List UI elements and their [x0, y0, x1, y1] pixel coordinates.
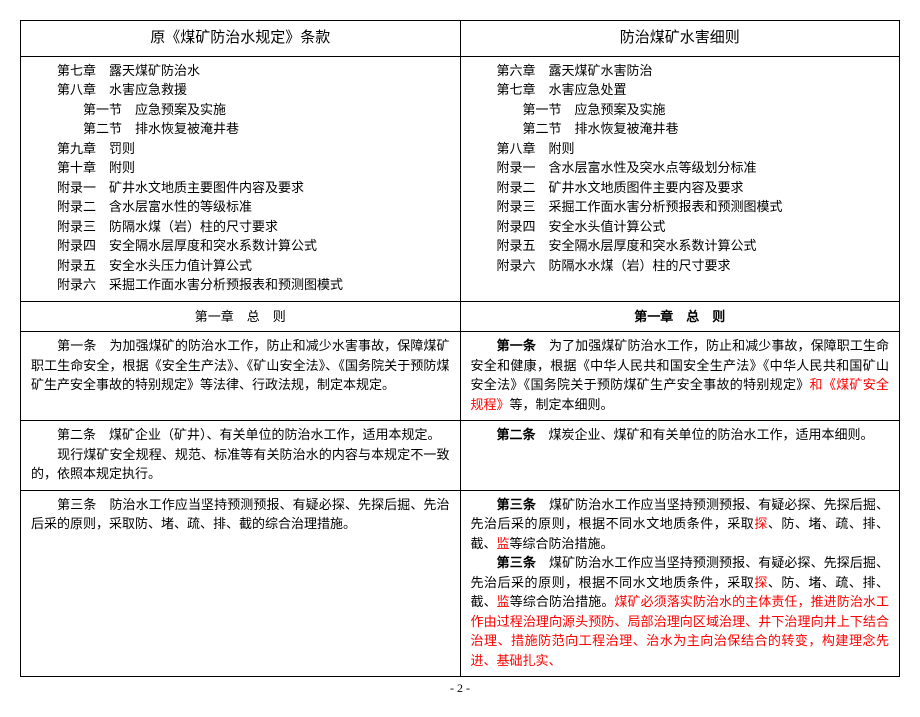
row2-left: 第二条 煤矿企业（矿井）、有关单位的防治水工作，适用本规定。 现行煤矿安全规程、… — [21, 421, 461, 491]
page-number: - 2 - — [20, 677, 900, 697]
text-run: 煤炭企业、煤矿和有关单位的防治水工作，适用本细则。 — [536, 427, 874, 442]
paragraph: 第一条 为加强煤矿的防治水工作，防止和减少水害事故，保障煤矿职工生命安全，根据《… — [31, 336, 450, 395]
toc-line: 第七章 水害应急处置 — [471, 80, 890, 100]
comparison-table: 原《煤矿防治水规定》条款 防治煤矿水害细则 第七章 露天煤矿防治水第八章 水害应… — [20, 20, 900, 677]
paragraph: 第一条 为了加强煤矿防治水工作，防止和减少事故，保障职工生命安全和健康，根据《中… — [471, 336, 890, 414]
toc-line: 附录四 安全隔水层厚度和突水系数计算公式 — [31, 236, 450, 256]
toc-line: 附录四 安全水头值计算公式 — [471, 217, 890, 237]
text-run: 探 — [754, 516, 768, 531]
toc-line: 附录三 采掘工作面水害分析预报表和预测图模式 — [471, 197, 890, 217]
chapter-title-text-left: 第一章 总 则 — [22, 303, 459, 331]
text-run: 第三条 防治水工作应当坚持预测预报、有疑必探、先探后掘、先治后采的原则，采取防、… — [31, 497, 450, 532]
row1-left: 第一条 为加强煤矿的防治水工作，防止和减少水害事故，保障煤矿职工生命安全，根据《… — [21, 332, 461, 421]
text-run: 探 — [754, 575, 768, 590]
toc-line: 附录二 矿井水文地质图件主要内容及要求 — [471, 178, 890, 198]
paragraph: 第三条 煤矿防治水工作应当坚持预测预报、有疑必探、先探后掘、先治后采的原则，根据… — [471, 553, 890, 670]
text-run: 监 — [497, 594, 510, 609]
toc-line: 附录二 含水层富水性的等级标准 — [31, 197, 450, 217]
text-run — [471, 497, 497, 512]
paragraph: 第二条 煤炭企业、煤矿和有关单位的防治水工作，适用本细则。 — [471, 425, 890, 445]
text-run: 第一条 为加强煤矿的防治水工作，防止和减少水害事故，保障煤矿职工生命安全，根据《… — [31, 338, 450, 392]
text-run: 第三条 — [497, 497, 536, 512]
row1-right: 第一条 为了加强煤矿防治水工作，防止和减少事故，保障职工生命安全和健康，根据《中… — [460, 332, 900, 421]
text-run: 现行煤矿安全规程、规范、标准等有关防治水的内容与本规定不一致的，依照本规定执行。 — [31, 447, 450, 482]
row2-right: 第二条 煤炭企业、煤矿和有关单位的防治水工作，适用本细则。 — [460, 421, 900, 491]
toc-line: 附录五 安全水头压力值计算公式 — [31, 256, 450, 276]
toc-line: 第九章 罚则 — [31, 139, 450, 159]
toc-line: 第六章 露天煤矿水害防治 — [471, 61, 890, 81]
text-run — [471, 427, 497, 442]
toc-line: 附录一 含水层富水性及突水点等级划分标准 — [471, 158, 890, 178]
row3-right: 第三条 煤矿防治水工作应当坚持预测预报、有疑必探、先探后掘、先治后采的原则，根据… — [460, 490, 900, 677]
text-run: 第三条 — [497, 555, 536, 570]
chapter-title-right: 第一章 总 则 — [460, 301, 900, 332]
page-container: 原《煤矿防治水规定》条款 防治煤矿水害细则 第七章 露天煤矿防治水第八章 水害应… — [20, 20, 900, 697]
text-run: 等，制定本细则。 — [510, 397, 614, 412]
toc-line: 第七章 露天煤矿防治水 — [31, 61, 450, 81]
text-run — [471, 555, 497, 570]
toc-line: 附录五 安全隔水层厚度和突水系数计算公式 — [471, 236, 890, 256]
header-left: 原《煤矿防治水规定》条款 — [21, 21, 461, 57]
text-run: 第一条 — [497, 338, 536, 353]
toc-line: 附录一 矿井水文地质主要图件内容及要求 — [31, 178, 450, 198]
toc-line: 附录六 采掘工作面水害分析预报表和预测图模式 — [31, 275, 450, 295]
toc-left-cell: 第七章 露天煤矿防治水第八章 水害应急救援第一节 应急预案及实施第二节 排水恢复… — [21, 56, 461, 301]
toc-line: 附录六 防隔水水煤（岩）柱的尺寸要求 — [471, 256, 890, 276]
chapter-title-left: 第一章 总 则 — [21, 301, 461, 332]
toc-line: 第二节 排水恢复被淹井巷 — [31, 119, 450, 139]
toc-line: 第一节 应急预案及实施 — [471, 100, 890, 120]
header-right: 防治煤矿水害细则 — [460, 21, 900, 57]
text-run — [471, 338, 497, 353]
toc-line: 第八章 水害应急救援 — [31, 80, 450, 100]
text-run: 等综合防治措施。 — [510, 594, 615, 609]
paragraph: 第三条 煤矿防治水工作应当坚持预测预报、有疑必探、先探后掘、先治后采的原则，根据… — [471, 495, 890, 554]
text-run: 监 — [497, 536, 510, 551]
text-run: 第二条 — [497, 427, 536, 442]
chapter-title-text-right: 第一章 总 则 — [462, 303, 899, 331]
text-run: 第二条 煤矿企业（矿井）、有关单位的防治水工作，适用本规定。 — [31, 427, 441, 442]
paragraph: 第三条 防治水工作应当坚持预测预报、有疑必探、先探后掘、先治后采的原则，采取防、… — [31, 495, 450, 534]
toc-line: 附录三 防隔水煤（岩）柱的尺寸要求 — [31, 217, 450, 237]
toc-line: 第十章 附则 — [31, 158, 450, 178]
text-run: 等综合防治措施。 — [510, 536, 614, 551]
toc-line: 第二节 排水恢复被淹井巷 — [471, 119, 890, 139]
toc-line: 第一节 应急预案及实施 — [31, 100, 450, 120]
toc-line: 第八章 附则 — [471, 139, 890, 159]
paragraph: 第二条 煤矿企业（矿井）、有关单位的防治水工作，适用本规定。 现行煤矿安全规程、… — [31, 425, 450, 484]
toc-right-cell: 第六章 露天煤矿水害防治第七章 水害应急处置第一节 应急预案及实施第二节 排水恢… — [460, 56, 900, 301]
row3-left: 第三条 防治水工作应当坚持预测预报、有疑必探、先探后掘、先治后采的原则，采取防、… — [21, 490, 461, 677]
